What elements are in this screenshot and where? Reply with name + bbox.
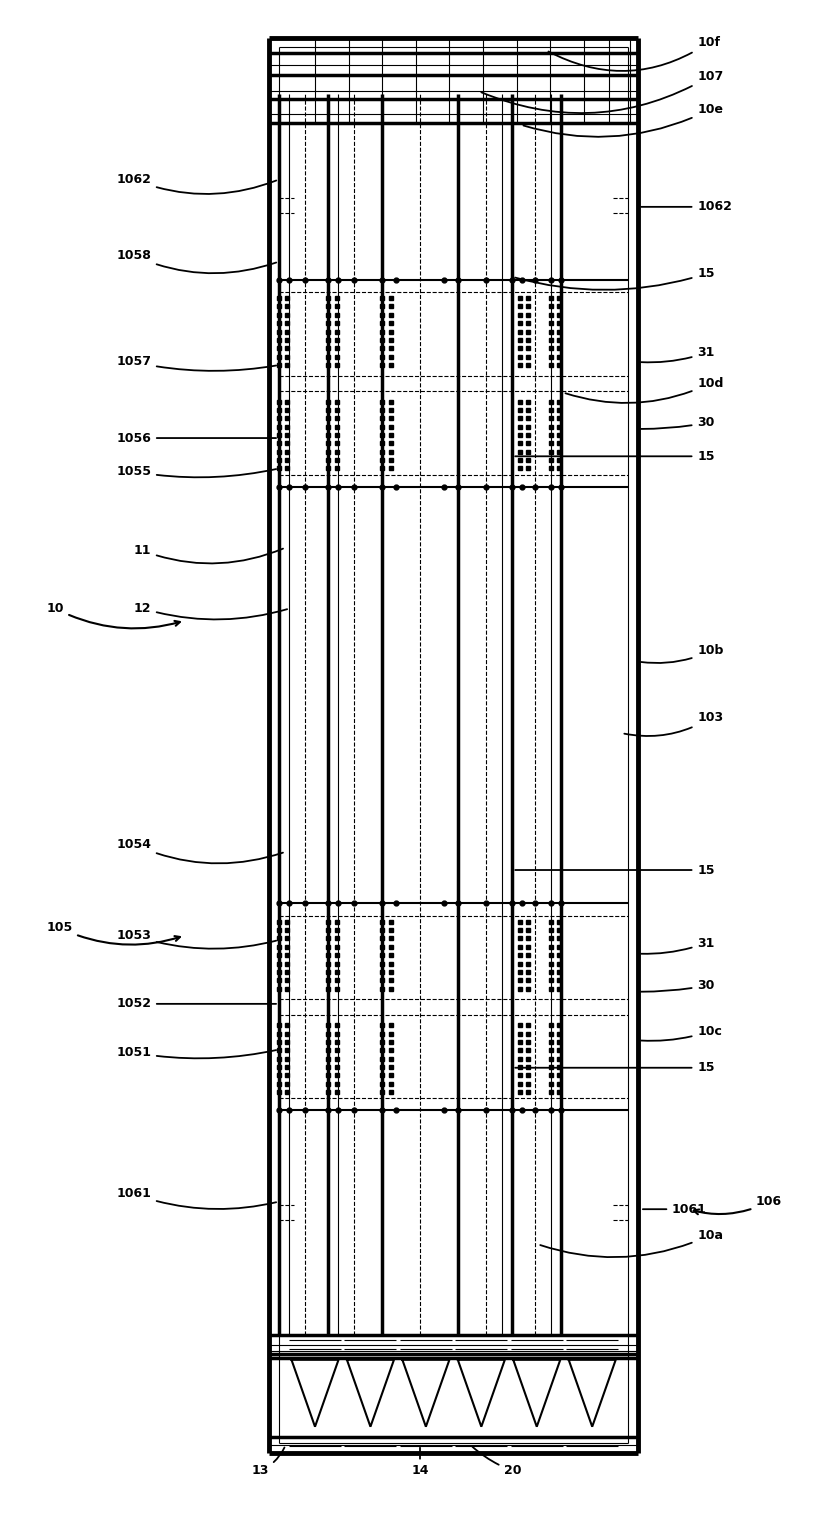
Text: 31: 31 — [641, 347, 715, 362]
Text: 1055: 1055 — [116, 465, 276, 478]
Text: 15: 15 — [515, 864, 715, 876]
Text: 14: 14 — [412, 1448, 428, 1477]
Text: 10b: 10b — [641, 645, 723, 663]
Text: 107: 107 — [481, 70, 723, 113]
Text: 15: 15 — [515, 1062, 715, 1074]
Text: 1057: 1057 — [116, 356, 276, 371]
Text: 20: 20 — [472, 1446, 522, 1477]
Text: 15: 15 — [515, 268, 715, 291]
Text: 1062: 1062 — [116, 173, 276, 195]
Text: 10: 10 — [46, 602, 180, 628]
Text: 103: 103 — [624, 712, 723, 736]
Text: 10f: 10f — [549, 37, 720, 71]
Text: 105: 105 — [46, 922, 180, 945]
Text: 10e: 10e — [523, 103, 723, 137]
Text: 1062: 1062 — [641, 201, 732, 213]
Text: 11: 11 — [134, 545, 283, 563]
Text: 1056: 1056 — [116, 432, 276, 444]
Text: 1053: 1053 — [116, 929, 276, 949]
Text: 13: 13 — [251, 1448, 285, 1477]
Text: 1051: 1051 — [116, 1046, 276, 1059]
Text: 1061: 1061 — [643, 1203, 707, 1215]
Text: 1058: 1058 — [116, 249, 276, 274]
Text: 1054: 1054 — [116, 838, 283, 864]
Text: 15: 15 — [515, 450, 715, 462]
Text: 12: 12 — [134, 602, 287, 619]
Text: 10d: 10d — [565, 377, 723, 403]
Text: 10a: 10a — [540, 1229, 723, 1258]
Text: 10c: 10c — [641, 1025, 722, 1040]
Text: 30: 30 — [641, 417, 715, 429]
Text: 1052: 1052 — [116, 998, 276, 1010]
Text: 30: 30 — [641, 980, 715, 992]
Text: 31: 31 — [641, 937, 715, 954]
Text: 1061: 1061 — [116, 1188, 276, 1209]
Text: 106: 106 — [694, 1196, 782, 1214]
